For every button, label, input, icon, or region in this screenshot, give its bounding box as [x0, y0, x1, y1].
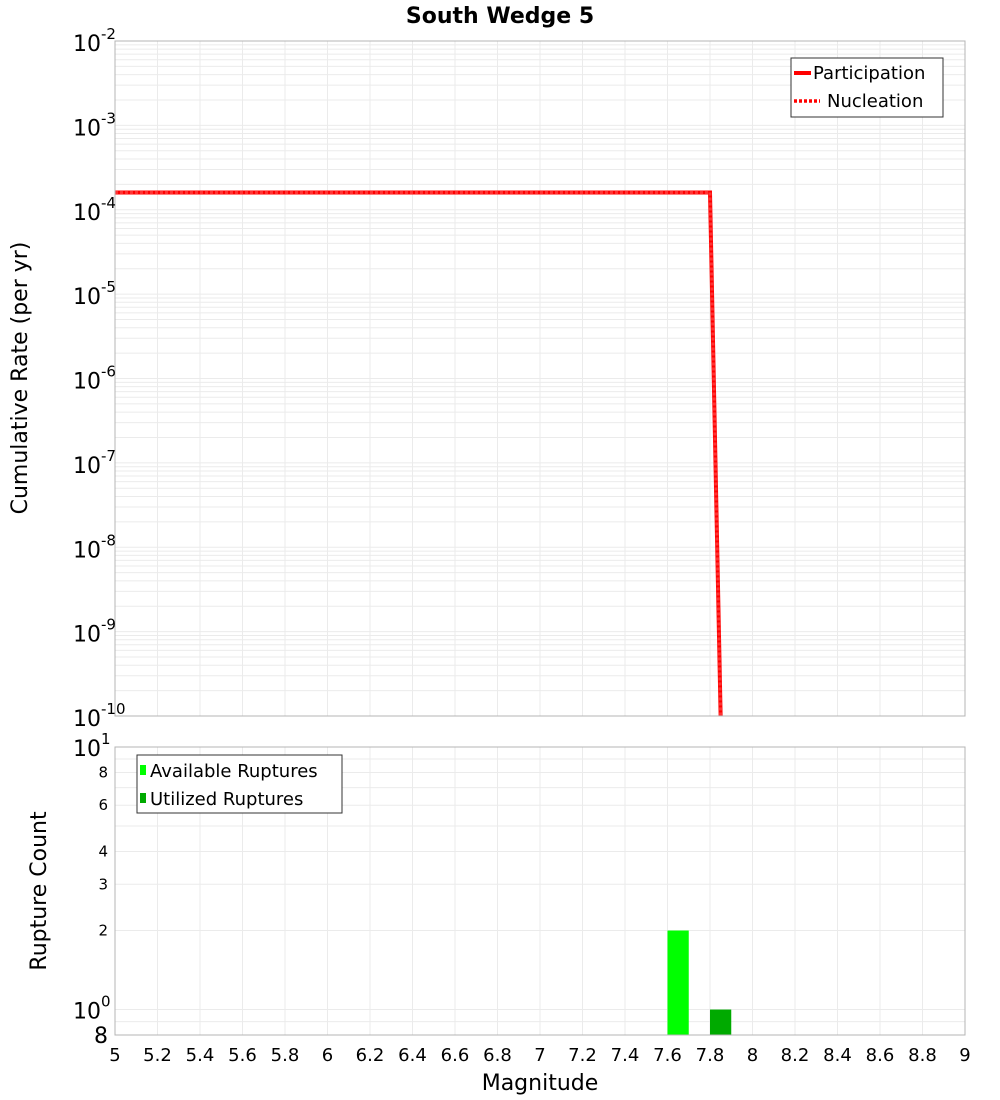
y-minor-tick-label: 4 — [98, 842, 108, 860]
bar-available-ruptures — [667, 930, 689, 1035]
series-nucleation — [115, 191, 723, 717]
y-tick-label: 10-2 — [73, 25, 116, 57]
y-tick-label: 10-5 — [73, 278, 116, 310]
top-plot-grid — [114, 41, 966, 717]
bar-utilized-ruptures — [710, 1009, 732, 1035]
bottom-plot-bars — [667, 930, 732, 1035]
y-minor-tick-label: 8 — [94, 1024, 108, 1049]
y-minor-tick-label: 2 — [98, 922, 108, 940]
x-axis-ticks: 5 5.2 5.4 5.6 5.8 6 6.2 6.4 6.6 6.8 7 7.2 7.4 7.6 7.8 8… — [109, 1045, 970, 1066]
x-tick-label: 6 — [322, 1045, 333, 1066]
x-tick-label: 8.4 — [823, 1045, 852, 1066]
x-tick-label: 5.6 — [228, 1045, 257, 1066]
y-tick-label: 10-3 — [73, 109, 116, 141]
top-plot-frame — [114, 40, 966, 717]
x-tick-label: 6.8 — [483, 1045, 512, 1066]
top-y-axis-label: Cumulative Rate (per yr) — [8, 242, 33, 515]
bottom-plot-frame — [114, 746, 966, 1036]
y-tick-label: 101 — [73, 730, 111, 762]
legend-participation-label: Participation — [813, 63, 925, 84]
x-axis-label: Magnitude — [482, 1071, 599, 1096]
bottom-legend: Available Ruptures Utilized Ruptures — [136, 754, 343, 814]
top-legend: Participation Nucleation — [790, 57, 944, 118]
top-plot-series — [115, 190, 723, 717]
bottom-y-axis-label: Rupture Count — [27, 811, 52, 971]
x-tick-label: 5.4 — [186, 1045, 215, 1066]
x-tick-label: 7.2 — [568, 1045, 597, 1066]
x-tick-label: 5 — [109, 1045, 120, 1066]
x-tick-label: 7.6 — [653, 1045, 682, 1066]
x-tick-label: 8.2 — [781, 1045, 810, 1066]
y-tick-label: 10-8 — [73, 531, 116, 563]
y-tick-label: 10-9 — [73, 616, 116, 648]
x-tick-label: 6.4 — [398, 1045, 427, 1066]
legend-utilized-label: Utilized Ruptures — [150, 789, 303, 810]
x-tick-label: 7.8 — [696, 1045, 725, 1066]
x-tick-label: 5.8 — [271, 1045, 300, 1066]
y-tick-label: 10-6 — [73, 363, 116, 395]
legend-available-swatch — [140, 765, 146, 775]
x-tick-label: 8.8 — [908, 1045, 937, 1066]
y-tick-label: 10-4 — [73, 194, 116, 226]
chart-title: South Wedge 5 — [406, 4, 594, 29]
x-tick-label: 8 — [747, 1045, 758, 1066]
y-tick-label: 10-7 — [73, 447, 116, 479]
y-minor-tick-label: 6 — [98, 796, 108, 814]
y-tick-label: 100 — [73, 993, 111, 1025]
top-plot: 10-2 10-3 10-4 10-5 10-6 10-7 10-8 10-9 10-10 Cu… — [8, 25, 966, 732]
legend-utilized-swatch — [140, 793, 146, 803]
y-minor-tick-label: 3 — [98, 875, 108, 893]
x-tick-label: 7 — [534, 1045, 545, 1066]
x-tick-label: 8.6 — [866, 1045, 895, 1066]
legend-nucleation-label: Nucleation — [827, 91, 923, 112]
y-tick-label: 10-10 — [73, 700, 126, 732]
x-tick-label: 7.4 — [611, 1045, 640, 1066]
legend-available-label: Available Ruptures — [150, 761, 318, 782]
y-minor-tick-label: 8 — [98, 763, 108, 781]
x-tick-label: 5.2 — [143, 1045, 172, 1066]
x-tick-label: 6.6 — [441, 1045, 470, 1066]
x-tick-label: 9 — [959, 1045, 970, 1066]
x-tick-label: 6.2 — [356, 1045, 385, 1066]
